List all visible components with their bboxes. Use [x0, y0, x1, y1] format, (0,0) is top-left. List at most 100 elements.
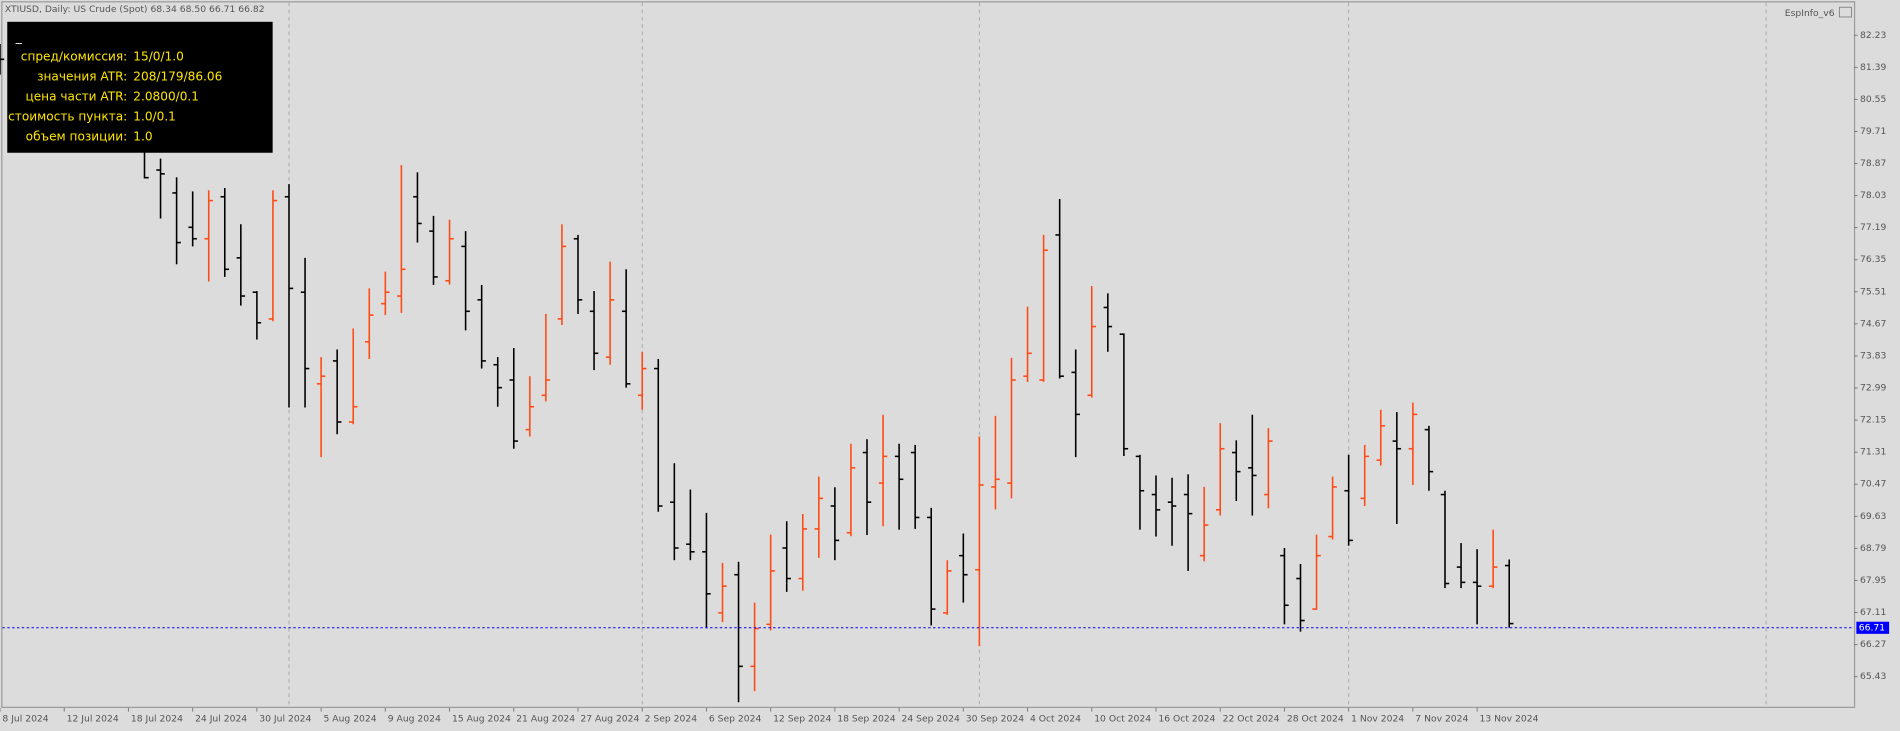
ohlc-bar [557, 224, 567, 326]
y-tick-label: 68.79 [1860, 543, 1886, 554]
ohlc-bar [220, 187, 230, 277]
ohlc-bar [1488, 529, 1498, 589]
indicator-name: EspInfo_v6 [1785, 8, 1835, 19]
y-tick-label: 65.43 [1860, 671, 1886, 682]
panel-label: значения ATR: [37, 69, 127, 83]
ohlc-bar [991, 415, 1000, 510]
y-tick-label: 75.51 [1860, 286, 1886, 297]
ohlc-bar [1312, 534, 1321, 610]
x-tick-label: 12 Sep 2024 [773, 713, 831, 724]
ohlc-bar [284, 184, 294, 408]
plot-frame [1, 1, 1856, 708]
ohlc-bar [236, 224, 246, 306]
panel-background [7, 21, 273, 153]
ohlc-bar [702, 512, 711, 629]
y-tick-label: 72.15 [1860, 415, 1886, 426]
ohlc-bar [926, 507, 936, 626]
ohlc-bar [300, 257, 310, 408]
ohlc-bar [413, 172, 422, 243]
x-tick-label: 24 Jul 2024 [195, 713, 247, 724]
ohlc-bar [429, 215, 438, 285]
ohlc-bar [365, 288, 374, 360]
ohlc-bar [1103, 293, 1113, 352]
panel-label: цена части ATR: [26, 89, 128, 103]
y-tick-label: 79.71 [1860, 126, 1886, 137]
x-tick-label: 8 Jul 2024 [2, 713, 48, 724]
ohlc-bar [975, 436, 984, 647]
y-tick-label: 72.99 [1860, 383, 1886, 394]
ohlc-bar [1440, 490, 1450, 589]
y-tick-label: 78.03 [1860, 190, 1886, 201]
indicator-icon [1838, 6, 1853, 18]
x-tick-label: 2 Sep 2024 [645, 713, 698, 724]
ohlc-bar [1007, 357, 1016, 499]
ohlc-bar [1328, 476, 1337, 540]
ohlc-bar [1023, 306, 1032, 382]
ohlc-bar [1232, 440, 1241, 502]
x-tick-label: 7 Nov 2024 [1415, 713, 1468, 724]
panel-label: спред/комиссия: [21, 49, 127, 63]
ohlc-bar [1199, 486, 1209, 562]
ohlc-bar [525, 376, 535, 437]
ohlc-bar [605, 261, 615, 365]
ohlc-bar [1119, 333, 1129, 456]
last-price-label: 66.71 [1859, 622, 1885, 633]
x-tick-label: 21 Aug 2024 [516, 713, 575, 724]
panel-value: 1.0 [133, 129, 152, 143]
ohlc-bar [445, 219, 454, 285]
ohlc-bar [397, 165, 406, 313]
x-tick-label: 12 Jul 2024 [67, 713, 119, 724]
ohlc-bar [1135, 454, 1145, 530]
ohlc-bar [477, 284, 486, 369]
ohlc-bar [172, 177, 181, 265]
ohlc-bar [493, 357, 502, 407]
y-tick-label: 67.95 [1860, 575, 1886, 586]
panel-value: 2.0800/0.1 [133, 89, 199, 103]
ohlc-bar [862, 439, 872, 536]
ohlc-bar [541, 313, 551, 402]
x-tick-label: 15 Aug 2024 [452, 713, 511, 724]
x-tick-label: 24 Sep 2024 [902, 713, 960, 724]
ohlc-bar [188, 191, 197, 247]
panel-marker: _ [15, 30, 23, 44]
ohlc-bar [1360, 444, 1369, 507]
ohlc-bar [1376, 409, 1386, 466]
ohlc-bar [686, 489, 695, 561]
y-tick-label: 76.35 [1860, 254, 1886, 265]
ohlc-bar [252, 291, 262, 340]
y-tick-label: 66.27 [1860, 639, 1886, 650]
y-tick-label: 71.31 [1860, 447, 1886, 458]
ohlc-bar [1215, 423, 1225, 516]
ohlc-bar [943, 560, 952, 615]
x-tick-label: 18 Jul 2024 [131, 713, 183, 724]
ohlc-bar [573, 234, 583, 314]
ohlc-bar [1424, 425, 1434, 491]
ohlc-bar [1456, 543, 1466, 589]
x-tick-label: 22 Oct 2024 [1223, 713, 1280, 724]
ohlc-bar [621, 269, 631, 388]
ohlc-bar [1071, 349, 1080, 458]
ohlc-bar [156, 158, 165, 219]
ohlc-bar [1408, 402, 1418, 486]
panel-label: стоимость пункта: [8, 109, 127, 123]
ohlc-bar [959, 533, 968, 603]
ohlc-bar [670, 463, 679, 561]
y-tick-label: 78.87 [1860, 158, 1886, 169]
y-tick-label: 70.47 [1860, 479, 1886, 490]
ohlc-bar [910, 444, 920, 529]
ohlc-bar [718, 562, 727, 623]
panel-value: 1.0/0.1 [133, 109, 176, 123]
y-tick-label: 77.19 [1860, 222, 1886, 233]
ohlc-bar [878, 414, 888, 527]
ohlc-bar [830, 487, 840, 561]
ohlc-bar [1167, 477, 1177, 546]
x-tick-label: 30 Sep 2024 [966, 713, 1024, 724]
panel-value: 208/179/86.06 [133, 69, 222, 83]
ohlc-bar [1472, 549, 1482, 625]
x-tick-label: 30 Jul 2024 [259, 713, 311, 724]
ohlc-bar [1344, 454, 1353, 546]
ohlc-bar [766, 534, 775, 631]
ohlc-bar [348, 328, 358, 425]
